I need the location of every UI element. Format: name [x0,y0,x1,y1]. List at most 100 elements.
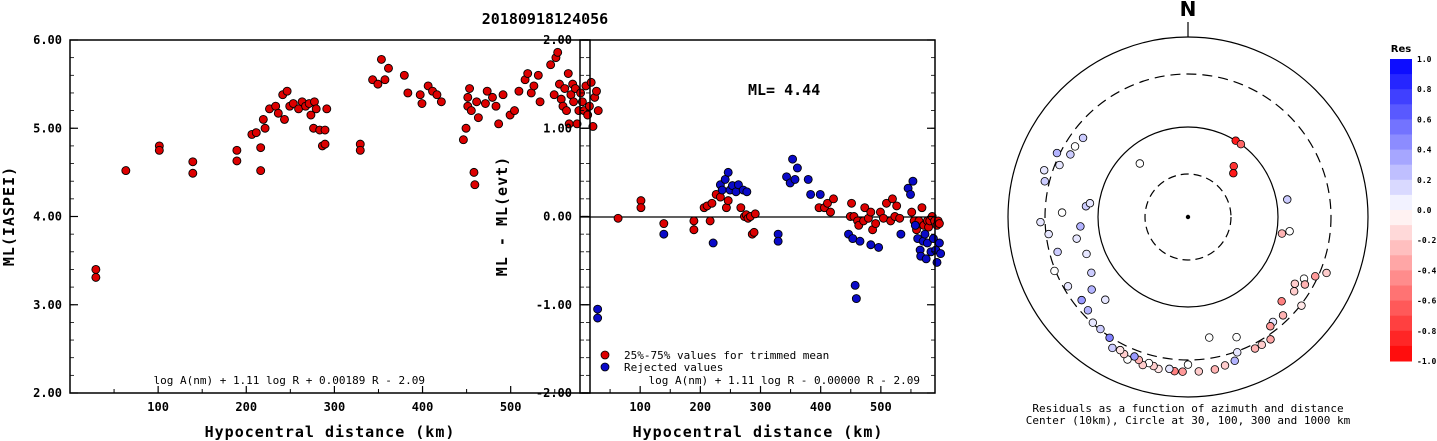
circle-100km [1097,126,1279,308]
y-tick-label: 3.00 [33,298,62,312]
colorbar-cell [1390,240,1412,256]
data-point [472,97,482,107]
rejected-point [906,189,915,199]
station-point [1096,324,1105,334]
data-point [432,90,442,100]
accepted-point [847,198,856,208]
accepted-point [829,194,838,204]
y-tick-label: 0.00 [543,210,572,224]
data-point [458,135,468,145]
station-point [1108,343,1117,353]
data-point [403,88,413,98]
data-point [306,110,316,120]
accepted-point [881,198,891,208]
rejected-point [896,229,906,239]
station-point [1077,295,1086,305]
station-point [1052,148,1062,158]
data-point [593,106,603,116]
accepted-point [907,207,917,217]
data-point [273,108,283,118]
station-point [1040,177,1049,186]
colorbar-tick-label: 0.0 [1417,206,1432,215]
colorbar-tick-label: -0.6 [1417,297,1436,306]
station-point [1044,229,1053,239]
x-tick-label: 400 [810,400,832,414]
data-point [322,104,332,114]
magnitude-plot-frame [69,39,591,394]
rejected-point [806,189,816,199]
data-point [465,84,475,93]
data-point [288,99,298,108]
colorbar-tick-label: 0.6 [1417,115,1432,124]
colorbar-cell [1390,164,1412,181]
station-point [1040,166,1049,175]
data-point [498,90,508,100]
station-point [1266,335,1275,344]
colorbar-cell [1390,59,1412,75]
station-point [1083,306,1093,315]
y-tick-label: 6.00 [33,33,62,47]
rejected-point [593,304,603,314]
accepted-point [707,198,717,208]
epicenter-dot [1185,214,1191,220]
residual-xlabel: Hypocentral distance (km) [633,423,884,441]
data-point [535,97,545,107]
station-point [1135,159,1145,168]
data-point [256,166,266,176]
colorbar-tick-label: -0.2 [1417,236,1436,245]
y-tick-label: 1.00 [543,121,572,135]
colorbar-tick-label: 0.2 [1417,176,1432,185]
data-point [463,92,473,102]
x-tick-label: 200 [235,400,257,414]
rejected-point [874,242,884,252]
station-point [1229,169,1238,178]
station-point [1085,199,1095,208]
azimuth-caption-1: Residuals as a function of azimuth and d… [1032,402,1343,415]
data-point [188,168,198,178]
data-point [256,143,266,153]
azimuth-caption-2: Center (10km), Circle at 30, 100, 300 an… [1026,414,1351,427]
accepted-point [866,207,876,217]
colorbar-cell [1390,270,1412,286]
accepted-point [888,194,897,204]
rejected-point [855,236,865,246]
circle-30km [1144,173,1232,261]
station-point [1285,227,1294,236]
station-point [1236,139,1246,149]
accepted-point [736,203,746,213]
data-point [258,114,268,124]
data-point [553,47,563,57]
station-point [1057,208,1067,217]
data-point [91,272,101,282]
accepted-point [750,209,760,219]
station-point [1101,295,1110,304]
accepted-point [826,207,835,217]
colorbar-cell [1390,149,1412,166]
station-point [1088,318,1098,327]
colorbar-cell [1390,300,1412,317]
data-point [373,79,383,89]
colorbar-tick-label: 0.4 [1417,146,1432,155]
data-point [572,119,582,129]
data-point [592,86,601,96]
station-point [1205,333,1214,342]
north-label: N [1180,0,1197,21]
data-point [473,113,483,123]
accepted-point [705,216,715,226]
station-point [1063,282,1073,291]
data-point [491,101,501,111]
legend-accepted-label: 25%-75% values for trimmed mean [624,349,829,362]
data-point [470,180,480,190]
colorbar-tick-label: -0.8 [1417,327,1436,336]
rejected-point [815,189,825,199]
station-point [1194,367,1203,376]
station-point [1165,364,1174,374]
rejected-point [936,249,946,259]
data-point [480,99,490,108]
magnitude-points [91,47,603,282]
data-point [562,106,571,116]
data-point [466,106,476,116]
station-point [1232,332,1241,342]
station-point [1220,361,1230,370]
station-point [1311,272,1320,281]
